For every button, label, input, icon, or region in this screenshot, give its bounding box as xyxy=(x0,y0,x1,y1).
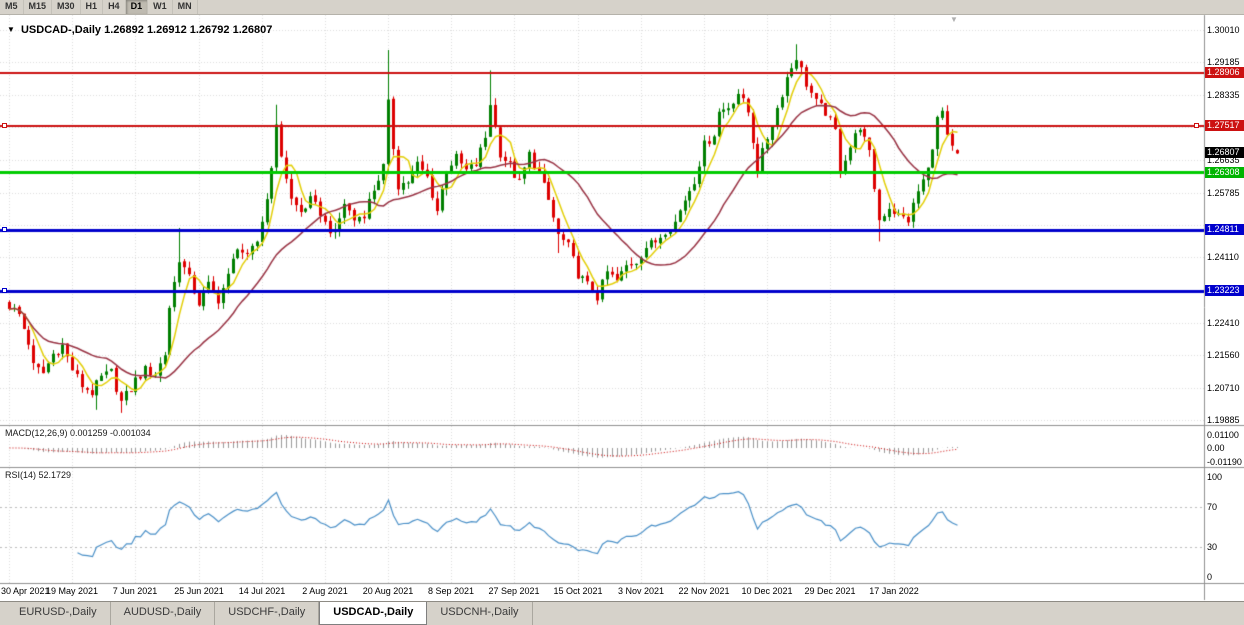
tab-eurusd-daily[interactable]: EURUSD-,Daily xyxy=(6,602,111,625)
tab-usdcnh-daily[interactable]: USDCNH-,Daily xyxy=(427,602,533,625)
timeframe-mn-button[interactable]: MN xyxy=(173,0,198,14)
timeframe-h1-button[interactable]: H1 xyxy=(81,0,104,14)
timeframe-d1-button[interactable]: D1 xyxy=(125,0,149,14)
timeframe-m5-button[interactable]: M5 xyxy=(0,0,24,14)
hline-handle-left[interactable] xyxy=(2,123,7,128)
timeframe-h4-button[interactable]: H4 xyxy=(103,0,126,14)
chart-shift-marker[interactable]: ▼ xyxy=(950,15,958,24)
hline-handle-right[interactable] xyxy=(1194,123,1199,128)
timeframe-toolbar: M5 M15 M30 H1 H4 D1 W1 MN xyxy=(0,0,1244,15)
hline-handle-left[interactable] xyxy=(2,288,7,293)
timeframe-m30-button[interactable]: M30 xyxy=(52,0,81,14)
tab-usdchf-daily[interactable]: USDCHF-,Daily xyxy=(215,602,320,625)
timeframe-w1-button[interactable]: W1 xyxy=(148,0,173,14)
collapse-icon[interactable]: ▼ xyxy=(7,25,15,34)
symbol-tab-bar: EURUSD-,Daily AUDUSD-,Daily USDCHF-,Daily U… xyxy=(0,601,1244,625)
tab-usdcad-daily[interactable]: USDCAD-,Daily xyxy=(319,602,428,625)
tab-audusd-daily[interactable]: AUDUSD-,Daily xyxy=(111,602,216,625)
timeframe-m15-button[interactable]: M15 xyxy=(24,0,53,14)
hline-handle-left[interactable] xyxy=(2,227,7,232)
